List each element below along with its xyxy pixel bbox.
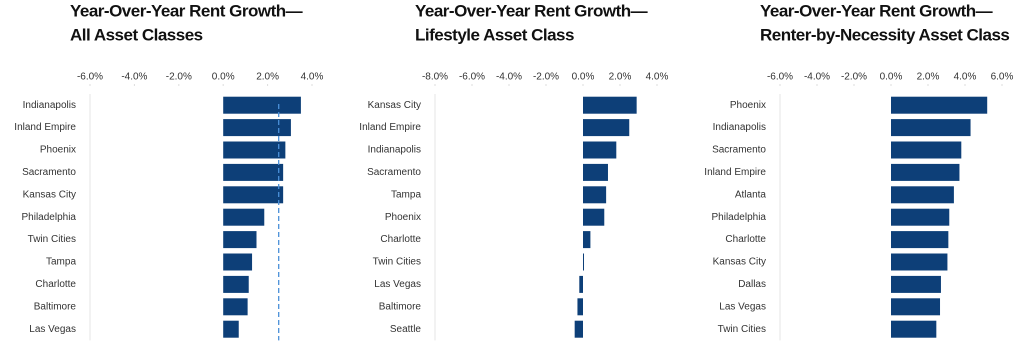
x-tick-label: 4.0% — [301, 72, 324, 83]
x-tick-label: -2.0% — [166, 72, 192, 83]
x-tick-label: -8.0% — [422, 72, 448, 83]
chart-title: Lifestyle Asset Class — [415, 25, 574, 44]
category-label: Dallas — [738, 279, 766, 290]
category-label: Kansas City — [713, 257, 766, 268]
chart-title: Year-Over-Year Rent Growth— — [760, 1, 993, 20]
bar — [223, 119, 291, 137]
bar — [891, 208, 950, 226]
bar — [223, 275, 249, 293]
chart-title: Renter-by-Necessity Asset Class — [760, 25, 1009, 44]
bar — [891, 96, 988, 114]
bar — [891, 141, 962, 159]
bar — [223, 253, 253, 271]
category-label: Indianapolis — [713, 122, 766, 133]
bar — [223, 141, 286, 159]
category-label: Twin Cities — [718, 324, 766, 335]
bar — [891, 186, 954, 204]
chart-title: All Asset Classes — [70, 25, 203, 44]
category-label: Charlotte — [380, 234, 421, 245]
x-tick-label: 0.0% — [880, 72, 903, 83]
bar — [891, 253, 948, 271]
x-tick-label: 4.0% — [954, 72, 977, 83]
bar — [579, 275, 583, 293]
bar — [891, 298, 941, 316]
category-label: Baltimore — [34, 301, 77, 312]
bar — [223, 163, 284, 181]
bar — [223, 320, 239, 338]
bar — [583, 186, 607, 204]
bar — [891, 320, 937, 338]
category-label: Las Vegas — [719, 301, 766, 312]
category-label: Inland Empire — [359, 122, 421, 133]
x-tick-label: 0.0% — [212, 72, 235, 83]
bar — [223, 298, 248, 316]
bar — [583, 253, 584, 271]
x-tick-label: 2.0% — [609, 72, 632, 83]
category-label: Philadelphia — [712, 212, 767, 223]
category-label: Atlanta — [735, 189, 767, 200]
x-tick-label: -6.0% — [767, 72, 793, 83]
bar — [223, 231, 257, 249]
x-tick-label: 6.0% — [991, 72, 1014, 83]
bar — [583, 141, 617, 159]
category-label: Las Vegas — [29, 324, 76, 335]
bar — [891, 275, 941, 293]
bar — [577, 298, 583, 316]
category-label: Phoenix — [385, 212, 421, 223]
category-label: Twin Cities — [28, 234, 76, 245]
category-label: Charlotte — [725, 234, 766, 245]
x-tick-label: -4.0% — [121, 72, 147, 83]
category-label: Twin Cities — [373, 257, 421, 268]
category-label: Inland Empire — [14, 122, 76, 133]
category-label: Phoenix — [730, 100, 766, 111]
bar — [583, 208, 605, 226]
category-label: Phoenix — [40, 145, 76, 156]
bar — [223, 186, 284, 204]
category-label: Kansas City — [23, 189, 76, 200]
x-tick-label: -2.0% — [841, 72, 867, 83]
bar — [574, 320, 583, 338]
x-tick-label: -4.0% — [496, 72, 522, 83]
chart-title: Year-Over-Year Rent Growth— — [70, 1, 303, 20]
bar — [583, 119, 630, 137]
bar — [583, 163, 608, 181]
x-tick-label: -4.0% — [804, 72, 830, 83]
x-tick-label: -6.0% — [459, 72, 485, 83]
category-label: Charlotte — [35, 279, 76, 290]
x-tick-label: 4.0% — [646, 72, 669, 83]
category-label: Las Vegas — [374, 279, 421, 290]
chart-title: Year-Over-Year Rent Growth— — [415, 1, 648, 20]
x-tick-label: 0.0% — [572, 72, 595, 83]
category-label: Tampa — [391, 189, 421, 200]
category-label: Baltimore — [379, 301, 422, 312]
bar — [583, 96, 637, 114]
category-label: Seattle — [390, 324, 422, 335]
x-tick-label: -2.0% — [533, 72, 559, 83]
category-label: Sacramento — [712, 145, 766, 156]
x-tick-label: 2.0% — [256, 72, 279, 83]
category-label: Indianapolis — [368, 145, 421, 156]
category-label: Tampa — [46, 257, 76, 268]
bar — [891, 231, 949, 249]
bar — [223, 96, 301, 114]
x-tick-label: 2.0% — [917, 72, 940, 83]
bar — [891, 163, 960, 181]
bar — [891, 119, 971, 137]
category-label: Philadelphia — [22, 212, 77, 223]
category-label: Sacramento — [367, 167, 421, 178]
bar — [583, 231, 591, 249]
x-tick-label: -6.0% — [77, 72, 103, 83]
category-label: Sacramento — [22, 167, 76, 178]
category-label: Kansas City — [368, 100, 421, 111]
bar — [223, 208, 265, 226]
category-label: Inland Empire — [704, 167, 766, 178]
category-label: Indianapolis — [23, 100, 76, 111]
